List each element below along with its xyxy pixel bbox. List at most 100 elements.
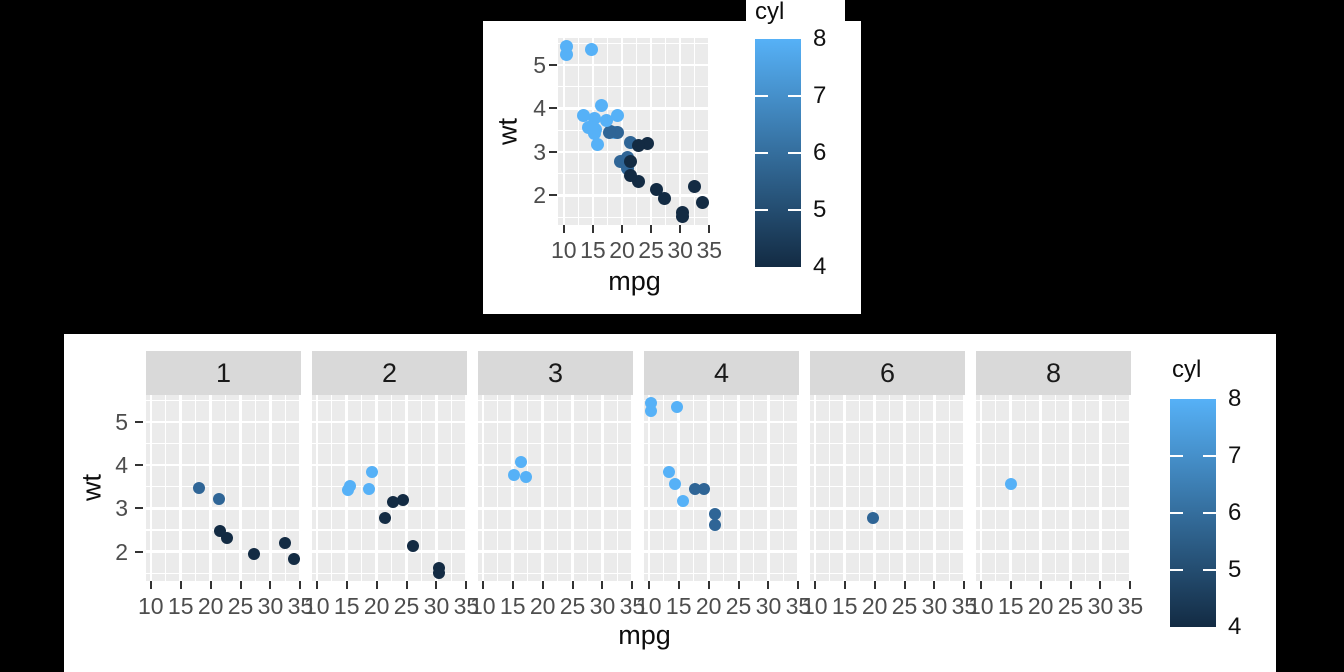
- plot-panel: [312, 395, 467, 581]
- grid-line-minor: [810, 529, 965, 531]
- x-axis-tick: [1039, 581, 1042, 589]
- data-point: [697, 483, 710, 496]
- grid-line-minor: [976, 399, 1131, 401]
- y-axis-tick: [549, 63, 557, 66]
- grid-line-major: [873, 395, 876, 581]
- data-point: [675, 210, 689, 224]
- legend-tick-mark: [1170, 454, 1183, 458]
- data-point: [362, 483, 375, 496]
- grid-line-major: [1099, 395, 1102, 581]
- grid-line-major: [146, 550, 301, 553]
- legend-tick-mark: [1170, 511, 1183, 515]
- grid-line-major: [481, 395, 485, 581]
- grid-line-minor: [782, 395, 785, 581]
- grid-line-major: [708, 38, 711, 225]
- grid-line-major: [810, 463, 965, 467]
- grid-line-minor: [478, 486, 633, 488]
- x-tick-label: 10: [801, 593, 828, 619]
- y-axis-tick: [549, 194, 557, 197]
- legend-tick-label: 7: [813, 82, 827, 109]
- grid-line-minor: [527, 395, 529, 581]
- x-tick-label: 25: [559, 593, 586, 619]
- y-axis-tick: [135, 420, 143, 423]
- data-point: [662, 465, 675, 478]
- x-axis-tick: [903, 581, 906, 589]
- data-point: [248, 548, 261, 561]
- legend-title: cyl: [755, 0, 785, 25]
- x-axis-tick: [1009, 581, 1012, 589]
- grid-line-minor: [752, 395, 755, 581]
- data-point: [213, 493, 225, 506]
- grid-line-major: [146, 507, 301, 510]
- grid-line-minor: [694, 38, 696, 225]
- grid-line-minor: [556, 395, 559, 581]
- grid-line-major: [933, 395, 936, 581]
- grid-line-minor: [1114, 395, 1117, 581]
- grid-line-minor: [976, 572, 1131, 574]
- grid-line-major: [644, 463, 799, 467]
- facet-strip: 1: [146, 351, 301, 395]
- x-tick-label: 25: [891, 593, 918, 619]
- x-axis-tick: [465, 581, 468, 589]
- x-tick-label: 15: [499, 593, 526, 619]
- data-point: [406, 539, 419, 552]
- grid-line-major: [558, 107, 711, 110]
- facet-strip: 4: [644, 351, 799, 395]
- bottom-chart: cyl mpg wt 1 10 15 20 25 30 35 2 10 15 20 25 30 35 3 10…: [64, 334, 1276, 672]
- grid-line-major: [1129, 395, 1131, 581]
- data-point: [599, 113, 613, 127]
- facet-strip-label: 4: [713, 357, 730, 388]
- grid-line-minor: [224, 395, 227, 581]
- grid-line-major: [976, 550, 1131, 553]
- grid-line-major: [1039, 395, 1042, 581]
- x-tick-label: 35: [1117, 593, 1144, 619]
- data-point: [387, 495, 400, 508]
- x-axis-tick: [345, 581, 348, 589]
- x-axis-tick: [620, 225, 623, 233]
- x-tick-label: 35: [453, 593, 480, 619]
- grid-line-minor: [644, 529, 799, 531]
- x-axis-tick: [963, 581, 966, 589]
- facet-strip: 2: [312, 351, 467, 395]
- plot-panel: [644, 395, 799, 581]
- grid-line-minor: [478, 442, 633, 445]
- x-axis-tick: [511, 581, 514, 589]
- x-axis-tick: [481, 581, 484, 589]
- data-point: [687, 180, 701, 194]
- y-axis-tick: [549, 107, 557, 110]
- data-point: [677, 494, 690, 507]
- grid-line-minor: [644, 572, 799, 574]
- legend-tick-mark: [1170, 568, 1183, 572]
- plot-panel: [558, 38, 711, 225]
- grid-line-minor: [888, 395, 891, 581]
- grid-line-minor: [995, 395, 997, 581]
- grid-line-major: [435, 395, 438, 581]
- x-tick-label: 10: [967, 593, 994, 619]
- x-tick-label: 15: [333, 593, 360, 619]
- x-tick-label: 15: [167, 593, 194, 619]
- x-tick-label: 20: [861, 593, 888, 619]
- grid-line-minor: [558, 216, 711, 218]
- grid-line-major: [269, 395, 272, 581]
- facet-strip-label: 1: [215, 357, 232, 388]
- grid-line-minor: [165, 395, 167, 581]
- x-axis-tick: [1069, 581, 1072, 589]
- data-point: [507, 468, 520, 481]
- data-point: [866, 512, 879, 525]
- legend-tick-mark: [1203, 454, 1216, 458]
- legend-tick-mark: [1203, 568, 1216, 572]
- facet-strip: 6: [810, 351, 965, 395]
- x-tick-label: 30: [257, 593, 284, 619]
- legend-tick-label: 7: [1228, 442, 1242, 469]
- grid-line-major: [209, 395, 212, 581]
- grid-line-major: [239, 395, 242, 581]
- x-tick-label: 35: [951, 593, 978, 619]
- x-axis-tick: [813, 581, 816, 589]
- x-axis-tick: [149, 581, 152, 589]
- grid-line-minor: [644, 442, 799, 445]
- x-tick-label: 25: [1057, 593, 1084, 619]
- data-point: [645, 397, 658, 410]
- legend-tick-label: 8: [813, 25, 827, 52]
- grid-line-minor: [146, 486, 301, 488]
